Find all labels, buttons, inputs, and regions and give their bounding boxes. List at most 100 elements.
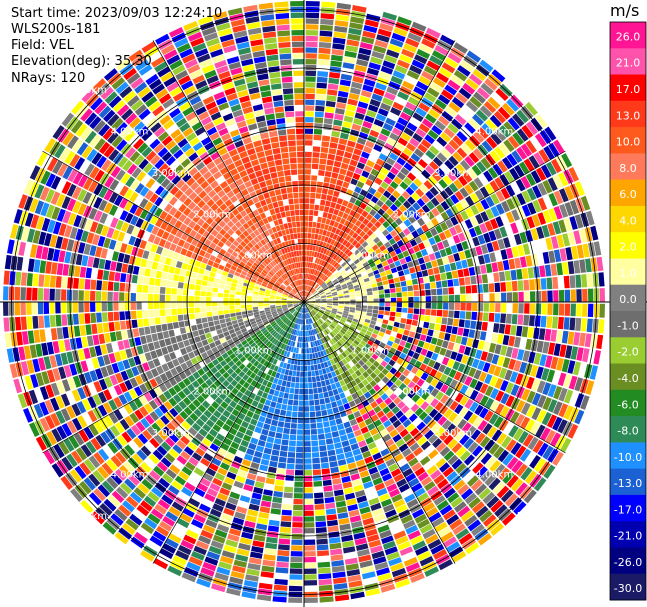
gate-cell [431,217,440,227]
gate-cell [169,86,183,97]
gate-cell [371,182,380,191]
gate-cell [3,270,10,285]
gate-cell [249,92,261,100]
gate-cell [162,543,177,554]
gate-cell [119,418,130,431]
gate-cell [118,394,128,405]
gate-cell [280,59,292,66]
gate-cell [296,286,300,292]
gate-cell [367,272,374,278]
gate-cell [301,291,303,297]
gate-cell [172,64,186,76]
gate-cell [222,388,231,396]
gate-cell [299,256,302,262]
gate-cell [328,537,341,544]
gate-cell [300,267,303,274]
gate-cell [316,258,321,265]
gate-cell [231,208,240,216]
gate-cell [184,162,195,172]
gate-cell [270,455,279,462]
gate-cell [201,391,210,400]
gate-cell [425,296,431,302]
gate-cell [227,247,234,255]
gate-cell [270,77,281,85]
gate-cell [206,161,216,170]
gate-cell [258,299,264,302]
gate-cell [386,258,394,265]
gate-cell [214,324,222,330]
gate-cell [114,468,127,481]
gate-cell [365,284,372,289]
gate-cell [230,441,240,450]
gate-cell [286,128,296,135]
gate-cell [291,269,295,275]
gate-cell [348,222,355,229]
gate-cell [261,428,269,436]
gate-cell [376,281,383,287]
gate-cell [154,196,164,207]
gate-cell [252,306,259,310]
gate-cell [169,27,184,38]
gate-cell [323,123,332,131]
gate-cell [399,111,411,122]
gate-cell [243,161,252,170]
gate-cell [187,374,196,383]
gate-cell [535,291,542,302]
gate-cell [355,235,362,242]
gate-cell [281,380,287,387]
gate-cell [295,295,300,299]
gate-cell [221,352,229,360]
gate-cell [188,296,194,302]
gate-cell [535,114,548,129]
gate-cell [199,58,213,69]
gate-cell [253,367,260,375]
gate-cell [9,363,18,379]
gate-cell [373,294,379,299]
gate-cell [190,37,205,47]
gate-cell [489,180,500,192]
gate-cell [305,134,313,140]
gate-cell [464,276,471,285]
gate-cell [289,264,294,270]
gate-cell [305,47,318,53]
gate-cell [182,387,191,396]
gate-cell [305,70,317,77]
gate-cell [35,372,45,387]
gate-cell [462,105,475,117]
gate-cell [16,256,24,271]
gate-cell [166,315,173,323]
gate-cell [343,56,356,64]
gate-cell [248,249,255,256]
gate-cell [269,130,278,138]
gate-cell [558,276,564,289]
gate-cell [306,250,310,256]
gate-cell [218,284,225,289]
gate-cell [287,286,292,291]
gate-cell [298,406,304,412]
gate-cell [275,297,282,300]
gate-cell [212,424,222,433]
gate-cell [258,308,265,312]
gate-cell [312,146,321,152]
gate-cell [489,252,497,263]
gate-cell [295,122,304,129]
gate-cell [339,168,347,176]
gate-cell [510,181,521,194]
gate-cell [147,166,158,177]
gate-cell [174,475,186,486]
gate-cell [316,381,322,388]
gate-cell [102,521,117,535]
gate-cell [177,425,187,435]
gate-cell [254,270,261,276]
gate-cell [97,484,111,498]
gate-cell [399,244,407,252]
gate-cell [454,224,463,234]
gate-cell [267,316,273,320]
gate-cell [208,276,215,283]
gate-cell [252,50,265,58]
gate-cell [312,245,316,251]
gate-cell [377,28,392,38]
gate-cell [534,133,547,148]
gate-cell [218,127,229,137]
gate-cell [66,289,73,301]
